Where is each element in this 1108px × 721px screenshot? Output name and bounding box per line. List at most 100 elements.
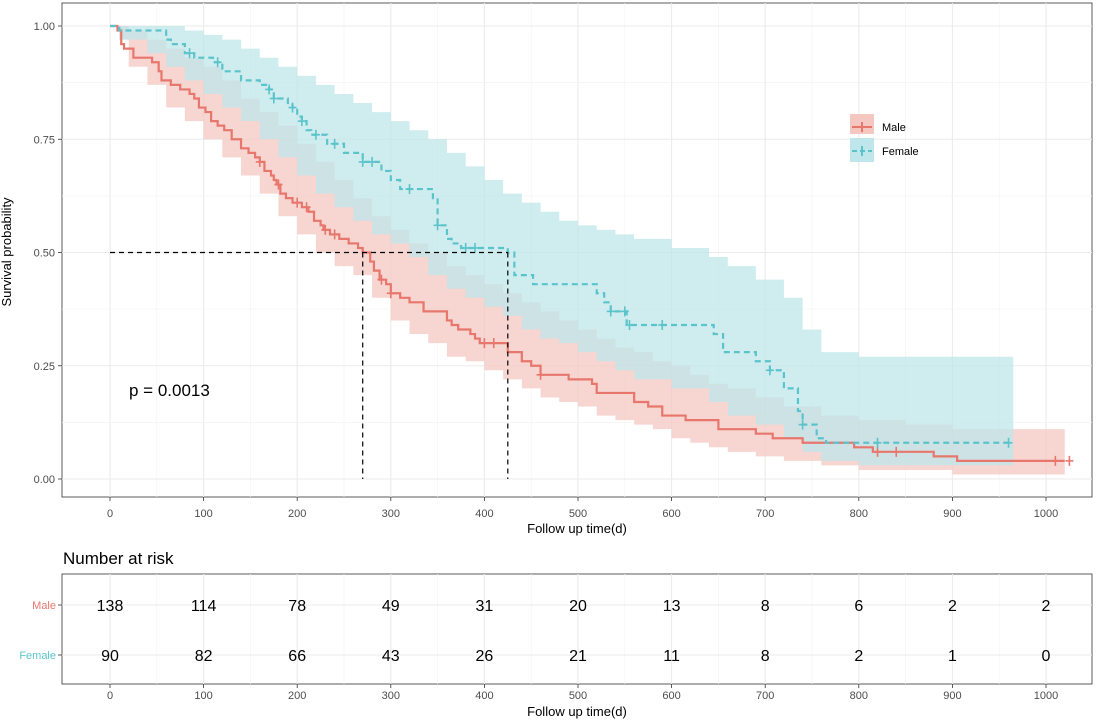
censor-mark-female bbox=[798, 419, 807, 430]
censor-mark-female bbox=[358, 156, 367, 167]
censor-mark-male bbox=[536, 369, 545, 380]
risk-count-male: 78 bbox=[288, 598, 306, 615]
x-tick-label: 200 bbox=[288, 508, 306, 520]
x-axis-ticks: 0 100 200 300 400 500 600 700 800 900 1000 bbox=[107, 497, 1058, 520]
risk-count-female: 90 bbox=[101, 648, 119, 665]
censor-mark-female bbox=[269, 93, 278, 104]
risk-table-x-axis-title: Follow up time(d) bbox=[527, 704, 627, 719]
risk-x-tick-label: 700 bbox=[756, 690, 774, 702]
censor-mark-female bbox=[265, 84, 274, 95]
risk-count-female: 66 bbox=[288, 648, 306, 665]
risk-count-male: 2 bbox=[1042, 598, 1051, 615]
censor-mark-female bbox=[1004, 437, 1013, 448]
risk-count-male: 6 bbox=[854, 598, 863, 615]
x-axis-title: Follow up time(d) bbox=[527, 521, 627, 536]
x-tick-label: 700 bbox=[756, 508, 774, 520]
censor-mark-female bbox=[658, 319, 667, 330]
risk-table-x-ticks: 0 100 200 300 400 500 600 700 800 900 1000 bbox=[107, 684, 1058, 702]
risk-table-grid bbox=[62, 574, 1092, 684]
censor-mark-female bbox=[297, 116, 306, 127]
risk-count-male: 31 bbox=[476, 598, 494, 615]
censor-mark-female bbox=[330, 138, 339, 149]
censor-mark-male bbox=[274, 179, 283, 190]
x-tick-label: 0 bbox=[107, 508, 113, 520]
risk-table-border bbox=[61, 573, 1093, 685]
risk-count-female: 11 bbox=[663, 648, 680, 665]
legend: Male Female bbox=[850, 114, 919, 162]
risk-count-male: 138 bbox=[97, 598, 124, 615]
risk-x-tick-label: 300 bbox=[382, 690, 400, 702]
risk-count-female: 43 bbox=[382, 648, 400, 665]
risk-count-male: 8 bbox=[761, 598, 770, 615]
risk-x-tick-label: 900 bbox=[943, 690, 961, 702]
censor-mark-female bbox=[873, 437, 882, 448]
confidence-bands bbox=[110, 26, 1065, 475]
censor-mark-female bbox=[311, 129, 320, 140]
censor-mark-female bbox=[606, 306, 615, 317]
censor-mark-female bbox=[433, 220, 442, 231]
risk-table-title: Number at risk bbox=[63, 549, 174, 568]
censor-mark-male bbox=[873, 446, 882, 457]
x-tick-label: 400 bbox=[475, 508, 493, 520]
risk-count-male: 2 bbox=[948, 598, 957, 615]
censor-mark-male bbox=[1065, 455, 1074, 466]
risk-x-tick-label: 100 bbox=[194, 690, 212, 702]
risk-count-female: 2 bbox=[854, 648, 863, 665]
y-tick-label: 0.75 bbox=[34, 134, 55, 146]
p-value-annotation: p = 0.0013 bbox=[129, 381, 210, 400]
y-axis-title: Survival probability bbox=[0, 197, 14, 307]
censor-mark-male bbox=[255, 156, 264, 167]
risk-table-values: 138 114 78 49 31 20 13 8 6 2 290 82 66 43 26 21 11 8 2 1 0 bbox=[97, 598, 1051, 665]
censor-mark-male bbox=[386, 288, 395, 299]
risk-count-female: 21 bbox=[569, 648, 587, 665]
censor-marks bbox=[185, 48, 1074, 466]
median-survival-lines bbox=[110, 251, 509, 479]
y-axis-ticks: 0.00 0.25 0.50 0.75 1.00 bbox=[34, 21, 62, 486]
x-tick-label: 900 bbox=[943, 508, 961, 520]
censor-mark-female bbox=[405, 184, 414, 195]
survival-plot-panel: 0 100 200 300 400 500 600 700 800 900 1000 0.00 0.2… bbox=[0, 2, 1093, 536]
survival-curves bbox=[110, 24, 1065, 462]
censor-mark-female bbox=[620, 306, 629, 317]
risk-count-female: 0 bbox=[1042, 648, 1051, 665]
risk-count-male: 49 bbox=[382, 598, 400, 615]
censor-mark-male bbox=[330, 229, 339, 240]
risk-count-female: 8 bbox=[761, 648, 770, 665]
censor-mark-female bbox=[461, 242, 470, 253]
censor-mark-male bbox=[321, 224, 330, 235]
censor-mark-female bbox=[368, 156, 377, 167]
censor-mark-female bbox=[625, 319, 634, 330]
y-tick-label: 0.50 bbox=[34, 248, 55, 260]
censor-mark-female bbox=[471, 242, 480, 253]
risk-x-tick-label: 1000 bbox=[1034, 690, 1058, 702]
y-tick-label: 0.25 bbox=[34, 361, 55, 373]
censor-mark-male bbox=[293, 197, 302, 208]
ci-band-female bbox=[110, 26, 1014, 466]
censor-mark-female bbox=[213, 57, 222, 68]
censor-mark-female bbox=[765, 365, 774, 376]
censor-mark-male bbox=[892, 446, 901, 457]
x-tick-label: 600 bbox=[662, 508, 680, 520]
y-tick-label: 1.00 bbox=[34, 21, 55, 33]
y-tick-label: 0.00 bbox=[34, 474, 55, 486]
risk-count-male: 114 bbox=[191, 598, 217, 615]
risk-table-row-labels: Male Female bbox=[19, 600, 62, 662]
risk-count-female: 1 bbox=[948, 648, 957, 665]
risk-table: Number at risk 138 114 78 49 31 20 13 8 6 2 290 82 6… bbox=[19, 549, 1093, 719]
risk-count-female: 82 bbox=[195, 648, 213, 665]
risk-x-tick-label: 400 bbox=[475, 690, 493, 702]
censor-mark-male bbox=[302, 202, 311, 213]
legend-female-label: Female bbox=[882, 146, 919, 158]
censor-mark-male bbox=[377, 274, 386, 285]
x-tick-label: 1000 bbox=[1034, 508, 1058, 520]
censor-mark-male bbox=[489, 338, 498, 349]
legend-male-label: Male bbox=[882, 122, 906, 134]
x-tick-label: 800 bbox=[850, 508, 868, 520]
risk-x-tick-label: 800 bbox=[850, 690, 868, 702]
risk-count-male: 13 bbox=[663, 598, 681, 615]
risk-x-tick-label: 0 bbox=[107, 690, 113, 702]
risk-count-male: 20 bbox=[569, 598, 587, 615]
censor-mark-male bbox=[1051, 455, 1060, 466]
x-tick-label: 100 bbox=[194, 508, 212, 520]
